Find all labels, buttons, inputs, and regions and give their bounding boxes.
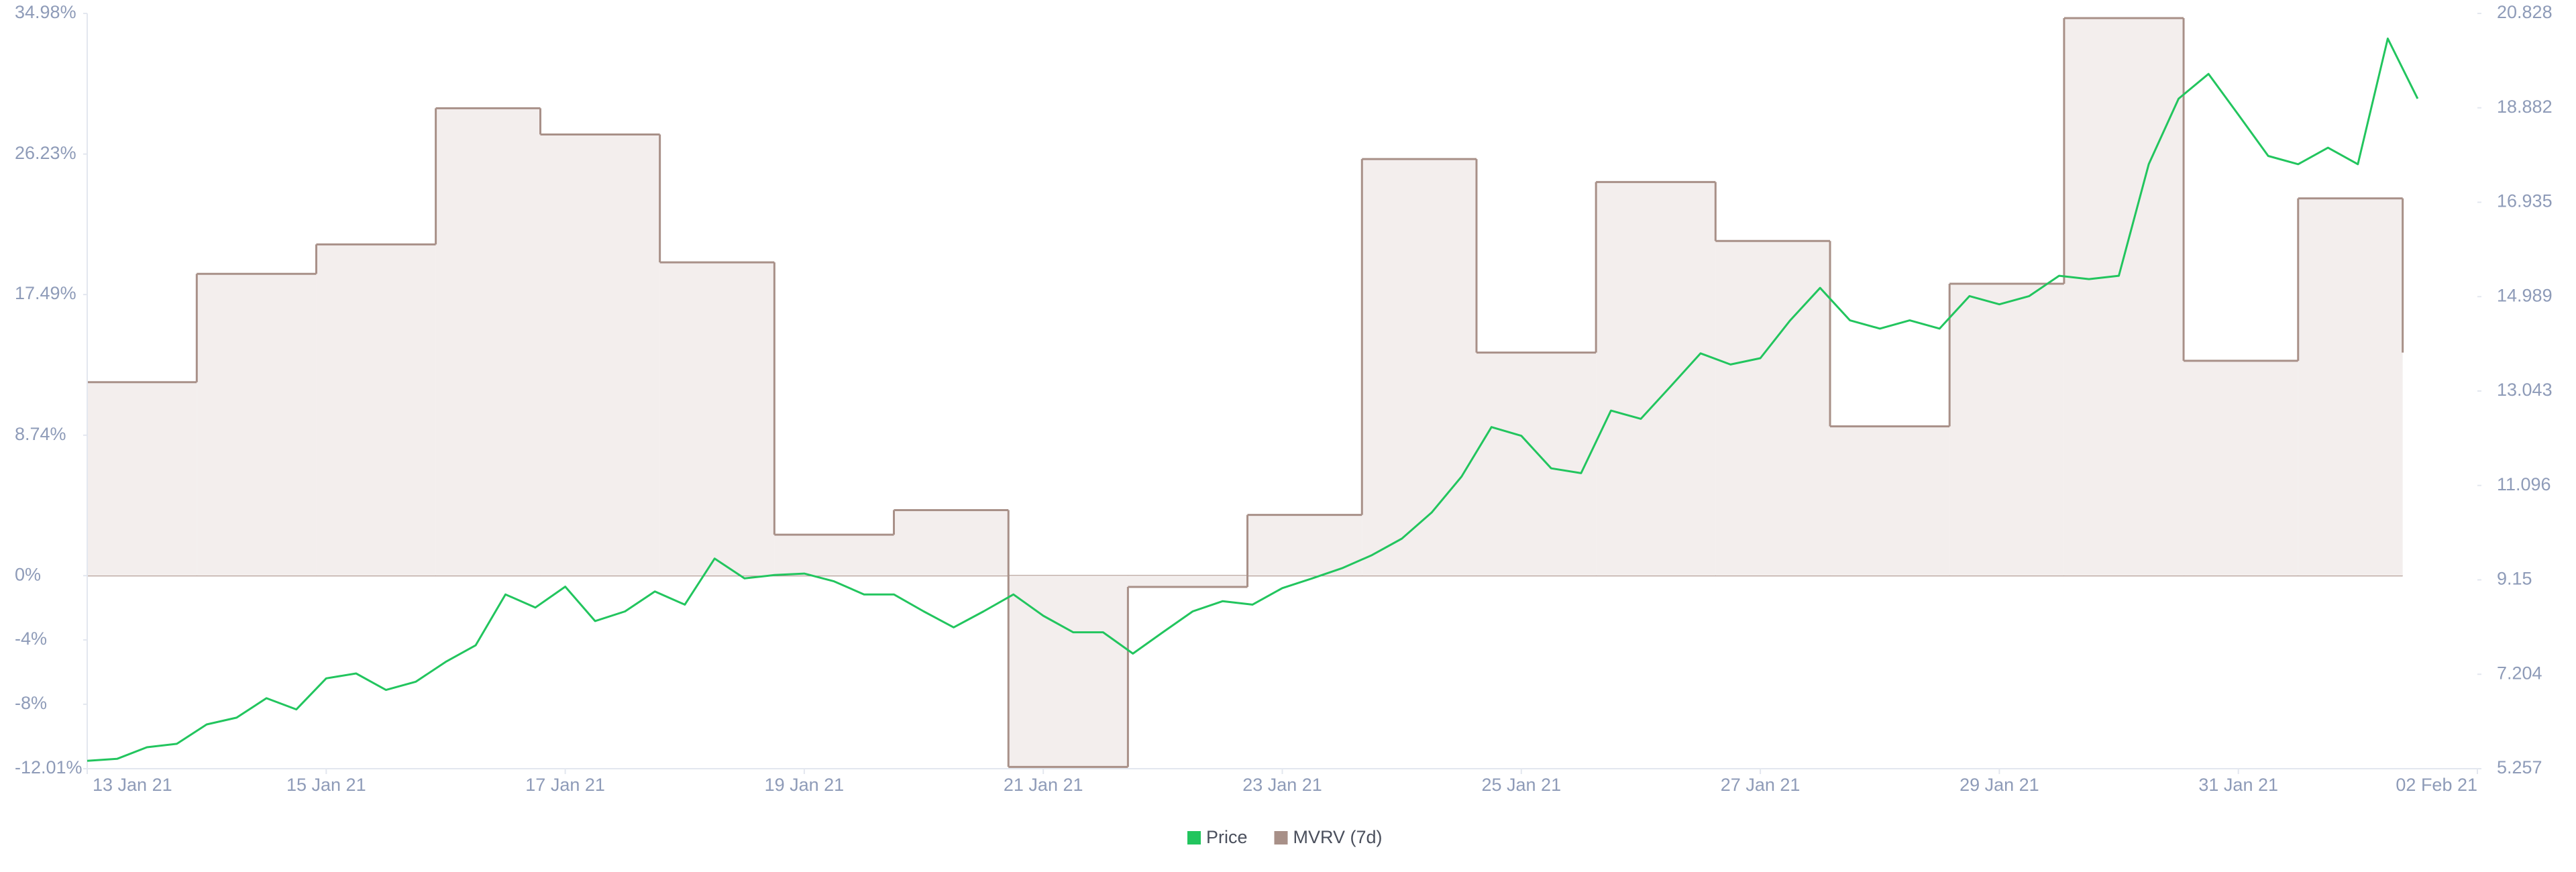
- y2-tick-label: 20.828: [2497, 2, 2553, 22]
- mvrv-area: [1596, 182, 1716, 576]
- y-tick-label: 0%: [15, 564, 41, 584]
- mvrv-area: [1715, 241, 1831, 576]
- y-tick-label: 26.23%: [15, 143, 76, 163]
- y2-tick-label: 16.935: [2497, 191, 2553, 211]
- legend-label: Price: [1206, 827, 1248, 847]
- mvrv-area: [540, 134, 660, 576]
- mvrv-area: [1476, 352, 1597, 576]
- x-tick-label: 29 Jan 21: [1960, 775, 2039, 795]
- legend-swatch: [1274, 831, 1288, 844]
- x-tick-label: 23 Jan 21: [1242, 775, 1322, 795]
- mvrv-area: [1362, 159, 1477, 576]
- mvrv-area: [774, 535, 894, 576]
- mvrv-area: [2063, 17, 2184, 576]
- mvrv-area: [316, 244, 436, 576]
- price-line: [87, 38, 2419, 762]
- y-tick-label: 8.74%: [15, 424, 66, 444]
- mvrv-area: [197, 274, 317, 576]
- mvrv-area: [2184, 360, 2298, 576]
- x-tick-label: 19 Jan 21: [765, 775, 845, 795]
- area-layer: [87, 17, 2404, 768]
- mvrv-area: [87, 382, 197, 576]
- x-tick-label: 02 Feb 21: [2396, 775, 2477, 795]
- line-layer: [87, 38, 2419, 762]
- mvrv-area: [2298, 198, 2403, 576]
- y2-tick-label: 11.096: [2497, 474, 2551, 494]
- legend-swatch: [1187, 831, 1201, 844]
- mvrv-area: [435, 108, 541, 576]
- x-tick-label: 13 Jan 21: [93, 775, 172, 795]
- y-tick-label: 34.98%: [15, 2, 76, 22]
- axis-layer: -12.01% -8% -4% 0% 8.74% 17.49% 26.23% 34.98% 5.…: [15, 2, 2553, 795]
- mvrv-area: [1008, 576, 1128, 767]
- y2-tick-label: 7.204: [2497, 663, 2542, 683]
- x-tick-label: 17 Jan 21: [525, 775, 605, 795]
- y-tick-label: -12.01%: [15, 757, 83, 777]
- legend-label: MVRV (7d): [1293, 827, 1383, 847]
- x-tick-label: 31 Jan 21: [2198, 775, 2278, 795]
- x-tick-label: 21 Jan 21: [1004, 775, 1083, 795]
- mvrv-area: [1830, 426, 1950, 576]
- y2-tick-label: 9.15: [2497, 569, 2532, 589]
- x-tick-label: 27 Jan 21: [1721, 775, 1801, 795]
- y-tick-label: 17.49%: [15, 283, 76, 303]
- mvrv-area: [1247, 514, 1362, 576]
- legend: Price MVRV (7d): [1187, 827, 1383, 847]
- mvrv-area: [894, 510, 1009, 576]
- y2-tick-label: 14.989: [2497, 285, 2553, 305]
- x-tick-label: 25 Jan 21: [1481, 775, 1561, 795]
- y-tick-label: -4%: [15, 629, 47, 649]
- mvrv-area: [659, 262, 775, 576]
- y2-tick-label: 18.882: [2497, 97, 2553, 117]
- mvrv-area: [1949, 284, 2064, 576]
- x-tick-label: 15 Jan 21: [286, 775, 366, 795]
- y2-tick-label: 5.257: [2497, 757, 2542, 777]
- y-tick-label: -8%: [15, 693, 47, 713]
- y2-tick-label: 13.043: [2497, 380, 2553, 400]
- mvrv-area: [1128, 576, 1248, 587]
